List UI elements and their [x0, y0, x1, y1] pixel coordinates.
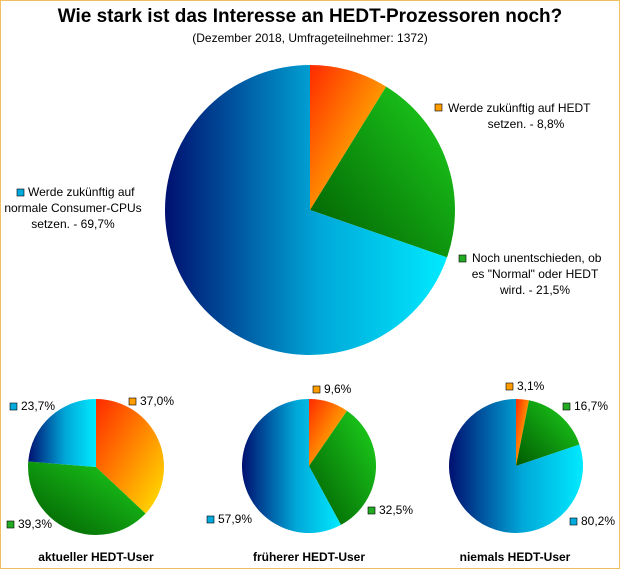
- label-consumer-line3: setzen. - 69,7%: [31, 217, 115, 231]
- data-label-niemals-consumer: 80,2%: [581, 514, 615, 528]
- swatch-frueher-hedt: [312, 385, 321, 394]
- label-hedt: Werde zukünftig auf HEDT setzen. - 8,8%: [434, 101, 591, 131]
- data-label-aktuell-hedt: 37,0%: [140, 394, 174, 408]
- pie-slice-aktuell-undecided: [28, 461, 146, 535]
- data-label-niemals-undecided: 16,7%: [574, 399, 608, 413]
- label-hedt-line1: Werde zukünftig auf HEDT: [448, 101, 591, 115]
- chart-title: Wie stark ist das Interesse an HEDT-Proz…: [57, 6, 563, 27]
- legend-swatch-consumer: [16, 188, 25, 197]
- swatch-aktuell-consumer: [9, 402, 18, 411]
- caption-niemals: niemals HEDT-User: [460, 550, 571, 564]
- pie-slice-undecided: [310, 86, 455, 258]
- label-hedt-line2: setzen. - 8,8%: [488, 117, 565, 131]
- label-undecided: Noch unentschieden, ob es "Normal" oder …: [458, 251, 602, 297]
- label-consumer-line1: Werde zukünftig auf: [28, 185, 135, 199]
- pie-slice-consumer: [164, 65, 448, 356]
- pie-slice-niemals-consumer: [449, 399, 584, 533]
- data-label-frueher-undecided: 32,5%: [379, 503, 413, 517]
- pie-slice-frueher-hedt: [309, 399, 348, 466]
- caption-frueher: früherer HEDT-User: [253, 550, 365, 564]
- swatch-frueher-consumer: [206, 515, 215, 524]
- swatch-aktuell-undecided: [6, 520, 15, 529]
- caption-aktuell: aktueller HEDT-User: [38, 550, 154, 564]
- pie-slice-frueher-undecided: [309, 410, 377, 525]
- data-label-niemals-hedt: 3,1%: [517, 379, 545, 393]
- swatch-frueher-undecided: [367, 506, 376, 515]
- legend-swatch-undecided: [458, 254, 467, 263]
- swatch-niemals-consumer: [569, 517, 578, 526]
- label-consumer: Werde zukünftig auf normale Consumer-CPU…: [4, 185, 141, 231]
- swatch-niemals-hedt: [505, 382, 514, 391]
- chart-subtitle: (Dezember 2018, Umfrageteilnehmer: 1372): [192, 31, 428, 45]
- pie-slice-frueher-consumer: [241, 399, 341, 533]
- data-label-aktuell-consumer: 23,7%: [21, 399, 55, 413]
- data-label-frueher-consumer: 57,9%: [218, 512, 252, 526]
- label-undecided-line1: Noch unentschieden, ob: [472, 251, 602, 265]
- pie-slice-aktuell-consumer: [28, 399, 97, 467]
- swatch-aktuell-hedt: [128, 397, 137, 406]
- pie-slice-niemals-hedt: [516, 399, 529, 466]
- pie-slice-niemals-undecided: [516, 400, 580, 466]
- label-undecided-line3: wird. - 21,5%: [499, 283, 570, 297]
- data-label-frueher-hedt: 9,6%: [324, 382, 352, 396]
- pie-slice-hedt: [310, 65, 387, 210]
- data-label-aktuell-undecided: 39,3%: [18, 517, 52, 531]
- swatch-niemals-undecided: [562, 402, 571, 411]
- label-consumer-line2: normale Consumer-CPUs: [4, 201, 141, 215]
- label-undecided-line2: es "Normal" oder HEDT: [472, 267, 599, 281]
- legend-swatch-hedt: [434, 103, 443, 112]
- pie-slice-aktuell-hedt: [96, 399, 165, 514]
